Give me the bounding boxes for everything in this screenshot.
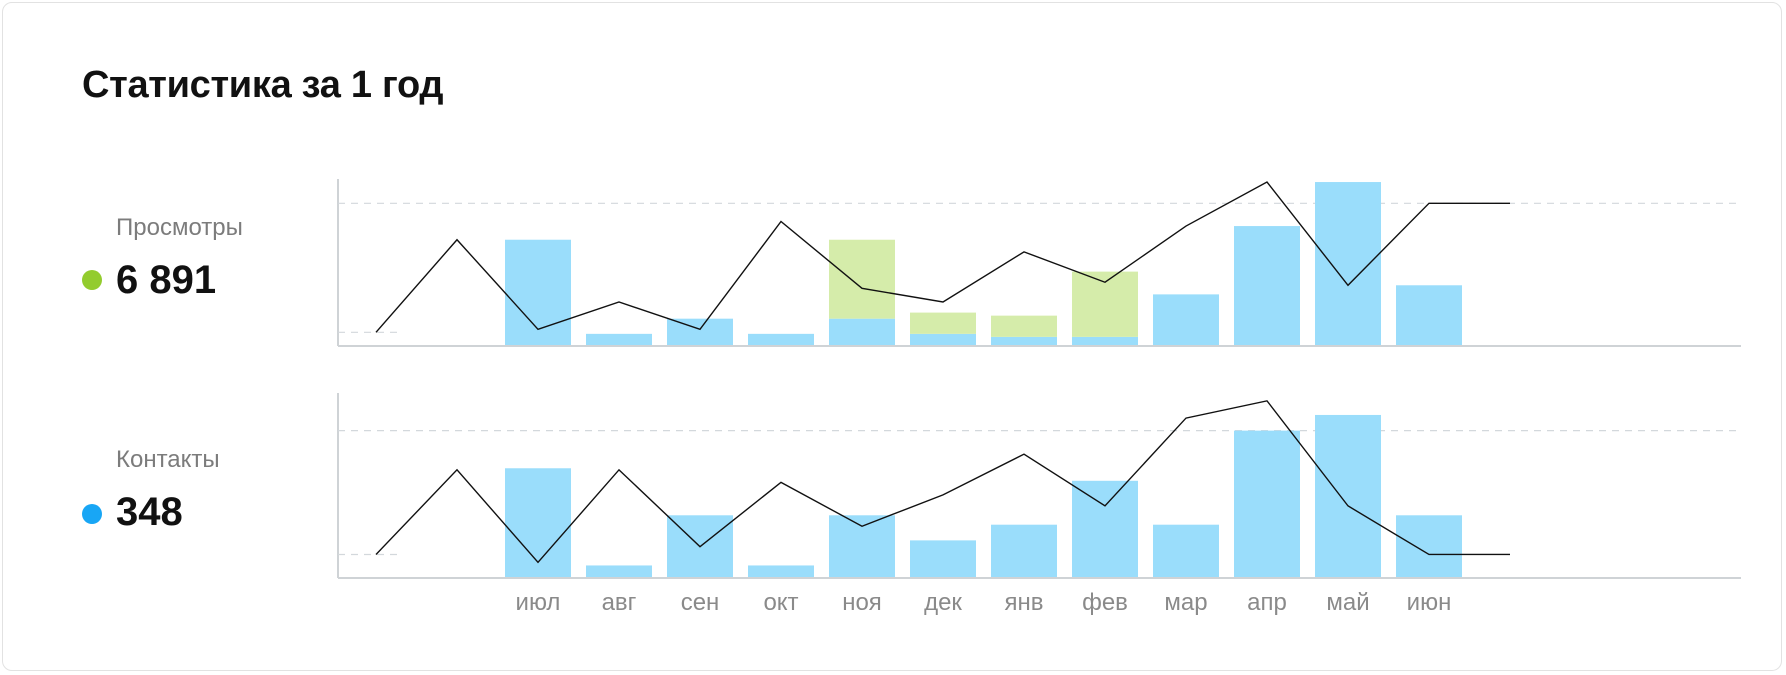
contacts-bar-primary [991,524,1057,578]
month-label: авг [602,589,637,616]
views-bar-primary [1315,182,1381,346]
views-legend-dot [82,270,102,290]
views-bar-primary [910,333,976,346]
contacts-bar-primary [1396,515,1462,578]
month-label: май [1326,589,1369,616]
contacts-bar-primary [586,565,652,578]
views-trend-line [375,181,1510,333]
views-bar-secondary [910,312,976,334]
month-label: окт [763,589,798,616]
views-bar-primary [829,318,895,346]
views-bar-primary [1234,226,1300,346]
views-bar-primary [505,239,571,346]
month-label: янв [1005,589,1044,616]
views-bar-primary [991,336,1057,346]
contacts-label: Контакты [116,446,220,473]
contacts-bar-primary [748,565,814,578]
contacts-trend-line [375,400,1510,564]
month-label: мар [1164,589,1207,616]
contacts-bar-primary [829,515,895,578]
contacts-bar-primary [1315,414,1381,578]
views-bar-primary [1153,294,1219,346]
views-bar-primary [586,333,652,346]
contacts-value: 348 [116,490,183,534]
views-bar-primary [667,318,733,346]
month-label: ноя [842,589,882,616]
views-value: 6 891 [116,258,217,302]
contacts-bar-primary [1072,480,1138,578]
page-title: Статистика за 1 год [82,64,444,106]
contacts-bar-primary [505,468,571,578]
month-label: фев [1082,589,1128,616]
contacts-bar-primary [1153,524,1219,578]
views-bar-secondary [829,239,895,319]
month-label: июл [516,589,561,616]
views-bar-primary [748,333,814,346]
views-bar-secondary [991,315,1057,337]
month-label: июн [1407,589,1452,616]
views-bar-primary [1396,285,1462,346]
views-label: Просмотры [116,214,243,241]
views-bar-primary [1072,336,1138,346]
month-label: дек [924,589,962,616]
month-label: апр [1247,589,1287,616]
contacts-bar-primary [910,540,976,578]
contacts-bar-primary [1234,430,1300,578]
month-label: сен [681,589,720,616]
contacts-legend-dot [82,504,102,524]
